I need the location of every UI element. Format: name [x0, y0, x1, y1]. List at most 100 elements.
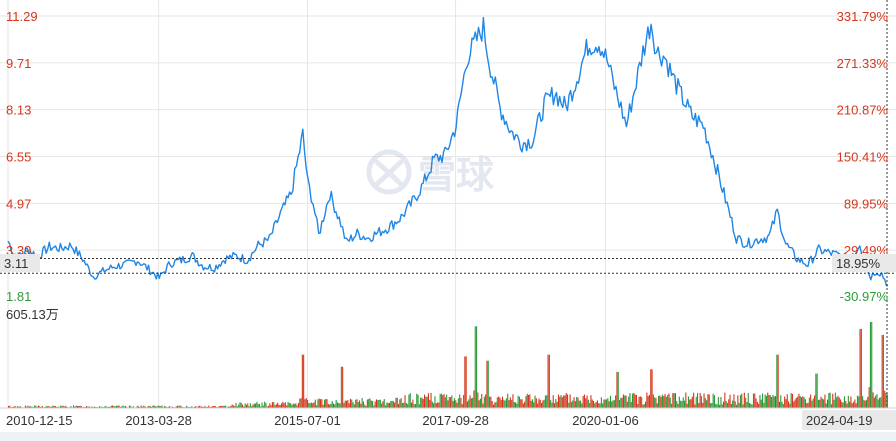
volume-bar — [180, 406, 182, 408]
volume-bar — [824, 394, 826, 408]
volume-bar — [664, 394, 666, 408]
volume-bar — [791, 394, 793, 408]
volume-bar — [121, 406, 123, 408]
volume-bar — [9, 405, 11, 408]
volume-bar — [615, 395, 617, 408]
volume-bar — [694, 404, 696, 408]
volume-bar — [149, 405, 151, 408]
volume-bar — [34, 405, 36, 408]
volume-bar — [65, 405, 67, 408]
volume-bar — [273, 402, 275, 408]
volume-bar — [278, 404, 280, 408]
volume-bar — [509, 397, 511, 408]
volume-bar — [208, 405, 210, 408]
volume-bar — [658, 395, 660, 408]
volume-bar — [619, 400, 621, 408]
volume-bar — [299, 398, 301, 408]
volume-bar — [850, 396, 852, 408]
volume-bar — [856, 395, 858, 408]
volume-bar — [351, 399, 353, 408]
volume-bar — [849, 401, 851, 408]
volume-bar — [265, 402, 267, 408]
volume-bar — [638, 396, 640, 408]
volume-bar — [130, 406, 132, 408]
volume-bar — [236, 406, 238, 408]
volume-bar — [290, 403, 292, 408]
x-tick-label-0: 2010-12-15 — [6, 413, 73, 428]
volume-bar — [353, 404, 355, 408]
volume-bar — [317, 399, 319, 408]
volume-bar — [668, 393, 670, 408]
volume-bar — [580, 400, 582, 408]
volume-bar — [148, 406, 150, 408]
bottom-scroll-strip[interactable] — [0, 432, 896, 441]
volume-bar — [568, 402, 570, 408]
volume-bar — [737, 395, 739, 408]
volume-bar — [503, 399, 505, 408]
volume-bar — [833, 399, 835, 408]
volume-bar — [645, 401, 647, 408]
right-tick-label-0: 331.79% — [837, 9, 889, 24]
volume-bar — [622, 394, 624, 408]
volume-bar — [689, 399, 691, 408]
volume-bar — [349, 398, 351, 408]
volume-bar — [253, 403, 255, 408]
volume-bar — [296, 405, 298, 408]
volume-bar — [851, 403, 853, 408]
volume-bar — [193, 406, 195, 408]
volume-bar — [780, 395, 782, 408]
volume-bar — [845, 400, 847, 408]
volume-bar — [318, 398, 320, 408]
volume-bar — [811, 400, 813, 408]
volume-bar — [663, 396, 665, 408]
volume-bar — [646, 392, 648, 408]
volume-bar — [717, 397, 719, 408]
volume-bar — [169, 406, 171, 408]
volume-bar — [612, 400, 614, 408]
volume-bar — [234, 406, 236, 408]
volume-bar — [655, 397, 657, 408]
volume-bar — [538, 398, 540, 408]
volume-bar — [308, 403, 310, 408]
volume-bar — [739, 395, 741, 408]
volume-bar — [550, 399, 552, 408]
volume-bar — [877, 399, 879, 408]
volume-bar — [547, 354, 549, 408]
volume-bar — [628, 396, 630, 408]
volume-bar — [788, 401, 790, 408]
volume-bar — [105, 406, 107, 408]
volume-bar — [244, 403, 246, 408]
volume-bar — [581, 403, 583, 408]
volume-bar — [752, 393, 754, 408]
volume-bar — [154, 406, 156, 408]
volume-bar — [147, 406, 149, 408]
volume-bar — [408, 394, 410, 408]
volume-bar — [864, 400, 866, 408]
volume-bar — [453, 398, 455, 408]
volume-bar — [773, 396, 775, 408]
volume-bar — [505, 398, 507, 408]
volume-bar — [747, 393, 749, 408]
volume-bar — [37, 405, 39, 408]
volume-bar — [219, 406, 221, 408]
volume-bar — [450, 397, 452, 408]
volume-bar — [385, 405, 387, 408]
volume-bar — [483, 396, 485, 408]
volume-bar — [492, 404, 494, 408]
volume-bar — [751, 404, 753, 408]
volume-bar — [487, 360, 489, 408]
volume-bar — [195, 406, 197, 408]
volume-bar — [819, 399, 821, 408]
volume-bar — [186, 405, 188, 408]
volume-bar — [812, 398, 814, 408]
volume-bar — [827, 399, 829, 408]
volume-bar — [786, 394, 788, 408]
volume-bar — [794, 399, 796, 408]
volume-bar — [171, 406, 173, 408]
volume-bar — [466, 401, 468, 408]
volume-bar — [164, 405, 166, 408]
volume-bar — [542, 400, 544, 408]
volume-bar — [386, 402, 388, 408]
